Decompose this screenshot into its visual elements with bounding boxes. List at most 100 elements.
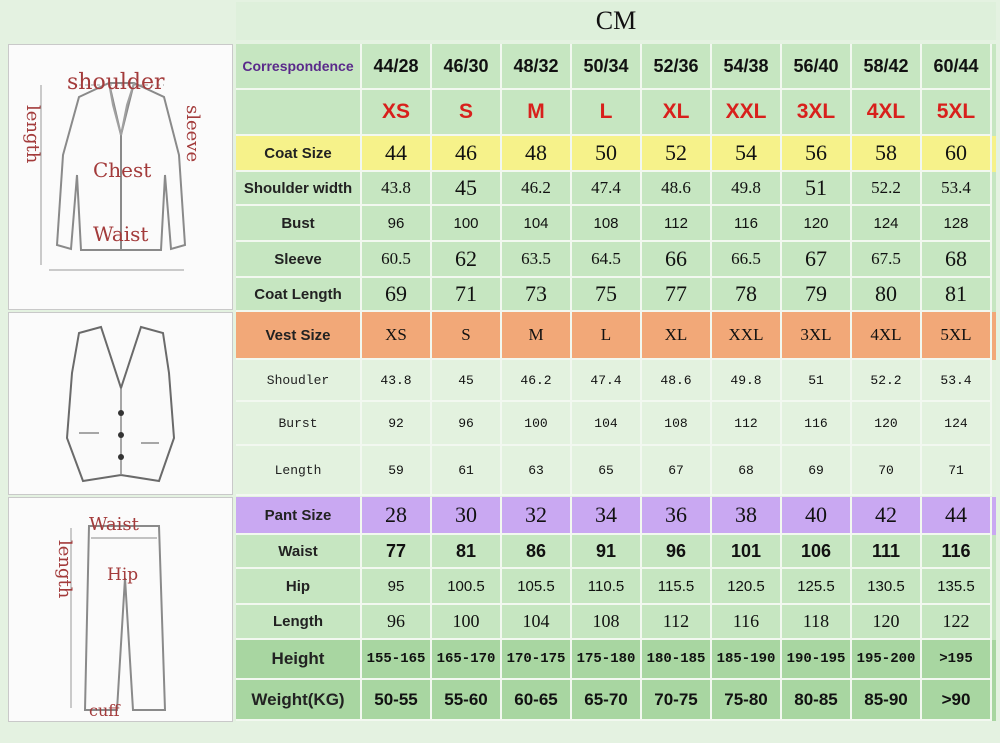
- coat-size-cell: 46: [432, 136, 502, 172]
- pant-label-waist: Waist: [89, 514, 140, 535]
- vest-shoulder-cell: 53.4: [922, 360, 992, 402]
- coat-label-shoulder: shoulder: [67, 70, 165, 95]
- row-pant-hip: Hip 95 100.5 105.5 110.5 115.5 120.5 125…: [236, 569, 996, 605]
- coat-size-cell: 50: [572, 136, 642, 172]
- bust-cell: 96: [362, 206, 432, 242]
- sleeve-cell: 62: [432, 242, 502, 278]
- vest-size-cell: M: [502, 312, 572, 360]
- weight-cell: >90: [922, 680, 992, 721]
- bust-cell: 108: [572, 206, 642, 242]
- coat-label-waist: Waist: [93, 222, 148, 246]
- coat-size-cell: 58: [852, 136, 922, 172]
- row-label: Correspondence: [236, 44, 362, 90]
- vest-bust-cell: 120: [852, 402, 922, 446]
- letter-size-cell: 3XL: [782, 90, 852, 136]
- height-cell: 175-180: [572, 640, 642, 680]
- row-label: Coat Size: [236, 136, 362, 172]
- vest-size-cell: XL: [642, 312, 712, 360]
- vest-button-3: [118, 454, 124, 460]
- row-pant-length: Length 96 100 104 108 112 116 118 120 12…: [236, 605, 996, 640]
- pant-hip-cell: 125.5: [782, 569, 852, 605]
- letter-size-cell: 5XL: [922, 90, 992, 136]
- letter-size-cell: M: [502, 90, 572, 136]
- vest-shoulder-cell: 51: [782, 360, 852, 402]
- letter-size-cell: S: [432, 90, 502, 136]
- shoulder-cell: 48.6: [642, 172, 712, 206]
- row-label: Height: [236, 640, 362, 680]
- row-vest-bust: Burst 92 96 100 104 108 112 116 120 124: [236, 402, 996, 446]
- pant-length-cell: 104: [502, 605, 572, 640]
- vest-shoulder-cell: 48.6: [642, 360, 712, 402]
- vest-size-cell: S: [432, 312, 502, 360]
- vest-size-cell: XXL: [712, 312, 782, 360]
- coat-length-cell: 77: [642, 278, 712, 312]
- row-pant-size: Pant Size 28 30 32 34 36 38 40 42 44: [236, 497, 996, 535]
- pant-hip-cell: 120.5: [712, 569, 782, 605]
- row-label: Burst: [236, 402, 362, 446]
- coat-label-chest: Chest: [93, 158, 151, 182]
- coat-length-cell: 79: [782, 278, 852, 312]
- weight-cell: 60-65: [502, 680, 572, 721]
- unit-title: CM: [236, 2, 996, 40]
- row-height: Height 155-165 165-170 170-175 175-180 1…: [236, 640, 996, 680]
- vest-diagram: [65, 325, 176, 483]
- weight-cell: 65-70: [572, 680, 642, 721]
- coat-size-cell: 52: [642, 136, 712, 172]
- pant-waist-cell: 91: [572, 535, 642, 569]
- row-label: Weight(KG): [236, 680, 362, 721]
- vest-shoulder-cell: 45: [432, 360, 502, 402]
- letter-size-cell: 4XL: [852, 90, 922, 136]
- vest-size-cell: 4XL: [852, 312, 922, 360]
- pant-hip-cell: 115.5: [642, 569, 712, 605]
- vest-size-cell: XS: [362, 312, 432, 360]
- vest-size-cell: 3XL: [782, 312, 852, 360]
- pant-waist-cell: 96: [642, 535, 712, 569]
- correspondence-cell: 56/40: [782, 44, 852, 90]
- vest-shoulder-cell: 47.4: [572, 360, 642, 402]
- vest-diagram-panel: [8, 312, 233, 495]
- correspondence-cell: 44/28: [362, 44, 432, 90]
- letter-size-cell: XS: [362, 90, 432, 136]
- row-vest-size: Vest Size XS S M L XL XXL 3XL 4XL 5XL: [236, 312, 996, 360]
- row-bust: Bust 96 100 104 108 112 116 120 124 128: [236, 206, 996, 242]
- height-cell: 180-185: [642, 640, 712, 680]
- pant-size-cell: 42: [852, 497, 922, 535]
- row-label: Pant Size: [236, 497, 362, 535]
- pant-hip-cell: 110.5: [572, 569, 642, 605]
- pant-waist-cell: 116: [922, 535, 992, 569]
- bust-cell: 100: [432, 206, 502, 242]
- vest-bust-cell: 112: [712, 402, 782, 446]
- pant-size-cell: 36: [642, 497, 712, 535]
- vest-bust-cell: 124: [922, 402, 992, 446]
- vest-size-cell: L: [572, 312, 642, 360]
- bust-cell: 112: [642, 206, 712, 242]
- pant-size-cell: 28: [362, 497, 432, 535]
- pant-length-cell: 120: [852, 605, 922, 640]
- vest-length-cell: 69: [782, 446, 852, 496]
- sleeve-cell: 60.5: [362, 242, 432, 278]
- shoulder-cell: 49.8: [712, 172, 782, 206]
- bust-cell: 120: [782, 206, 852, 242]
- correspondence-cell: 58/42: [852, 44, 922, 90]
- shoulder-cell: 45: [432, 172, 502, 206]
- row-label: Sleeve: [236, 242, 362, 278]
- pant-size-cell: 44: [922, 497, 992, 535]
- weight-cell: 55-60: [432, 680, 502, 721]
- pant-waist-cell: 101: [712, 535, 782, 569]
- row-label-empty: [236, 90, 362, 136]
- pant-length-cell: 122: [922, 605, 992, 640]
- coat-length-cell: 69: [362, 278, 432, 312]
- coat-length-cell: 73: [502, 278, 572, 312]
- coat-outline: [55, 82, 187, 251]
- coat-size-cell: 56: [782, 136, 852, 172]
- correspondence-cell: 46/30: [432, 44, 502, 90]
- correspondence-cell: 50/34: [572, 44, 642, 90]
- height-cell: 155-165: [362, 640, 432, 680]
- coat-length-cell: 75: [572, 278, 642, 312]
- coat-length-cell: 71: [432, 278, 502, 312]
- row-label: Shoulder width: [236, 172, 362, 206]
- letter-size-cell: XL: [642, 90, 712, 136]
- pant-length-cell: 100: [432, 605, 502, 640]
- weight-cell: 80-85: [782, 680, 852, 721]
